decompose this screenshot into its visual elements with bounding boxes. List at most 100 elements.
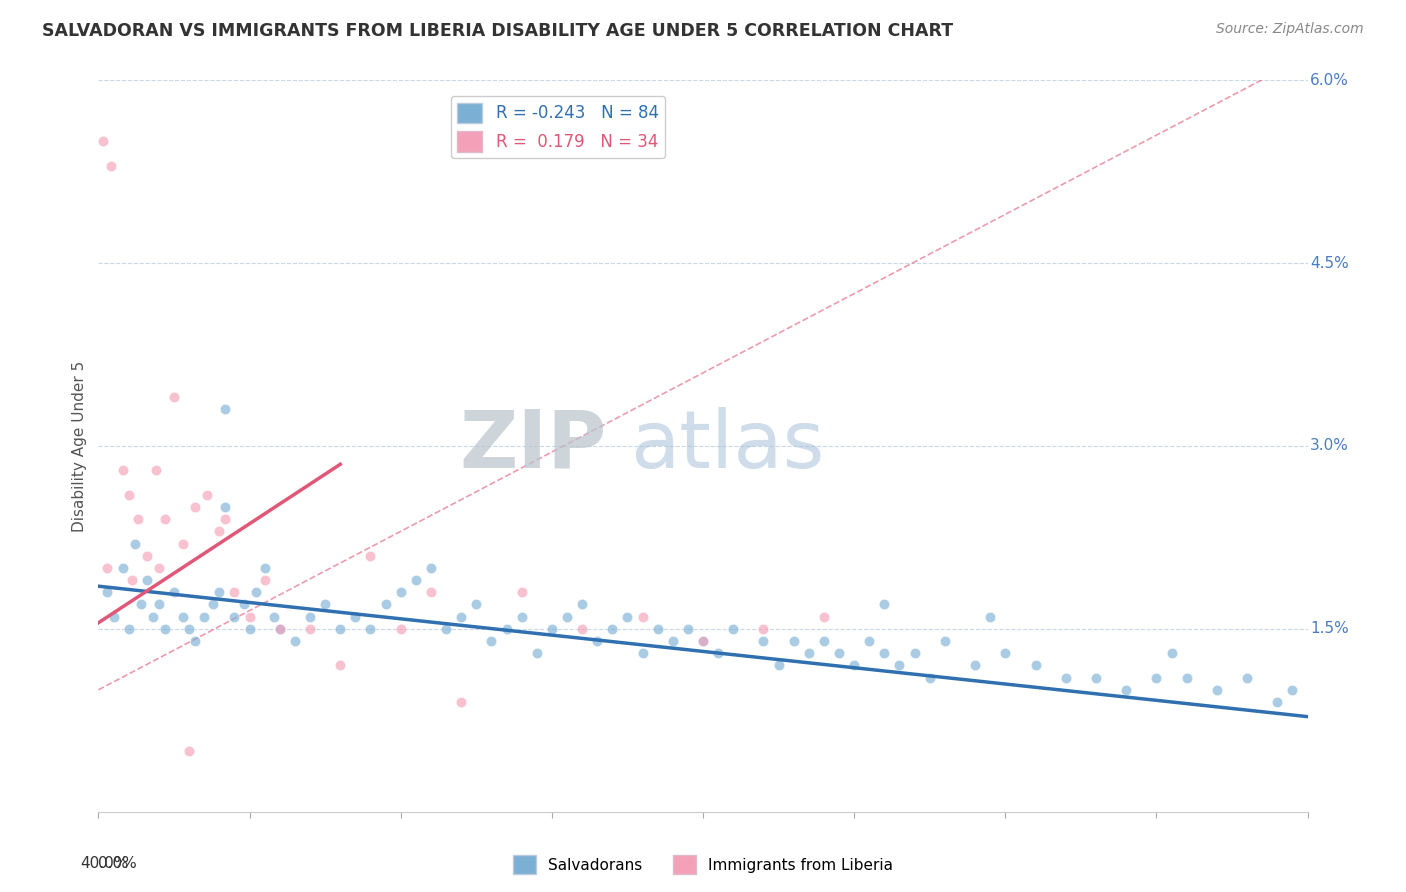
Point	[329, 658, 352, 673]
Point	[1054, 671, 1077, 685]
Point	[707, 646, 730, 660]
Point	[873, 646, 896, 660]
Point	[148, 598, 170, 612]
Point	[179, 744, 201, 758]
Point	[631, 646, 654, 660]
Point	[782, 634, 804, 648]
Point	[299, 609, 322, 624]
Point	[284, 634, 307, 648]
Point	[723, 622, 745, 636]
Legend: R = -0.243   N = 84, R =  0.179   N = 34: R = -0.243 N = 84, R = 0.179 N = 34	[450, 96, 665, 158]
Point	[1236, 671, 1258, 685]
Point	[510, 585, 533, 599]
Point	[465, 598, 488, 612]
Point	[232, 598, 254, 612]
Text: Source: ZipAtlas.com: Source: ZipAtlas.com	[1216, 22, 1364, 37]
Point	[450, 695, 472, 709]
Point	[1175, 671, 1198, 685]
Point	[172, 609, 194, 624]
Point	[184, 500, 207, 514]
Point	[752, 622, 775, 636]
Text: 40.0%: 40.0%	[80, 855, 129, 871]
Point	[208, 524, 231, 539]
Point	[389, 585, 412, 599]
Point	[934, 634, 956, 648]
Legend: Salvadorans, Immigrants from Liberia: Salvadorans, Immigrants from Liberia	[506, 849, 900, 880]
Point	[540, 622, 562, 636]
Point	[239, 609, 262, 624]
Point	[434, 622, 457, 636]
Point	[555, 609, 578, 624]
Text: atlas: atlas	[630, 407, 825, 485]
Point	[263, 609, 285, 624]
Point	[813, 634, 835, 648]
Point	[253, 573, 276, 587]
Point	[752, 634, 775, 648]
Point	[1160, 646, 1182, 660]
Point	[153, 622, 176, 636]
Text: ZIP: ZIP	[458, 407, 606, 485]
Point	[142, 609, 165, 624]
Point	[631, 609, 654, 624]
Point	[193, 609, 215, 624]
Point	[1085, 671, 1108, 685]
Point	[1144, 671, 1167, 685]
Point	[118, 488, 141, 502]
Point	[374, 598, 396, 612]
Point	[768, 658, 790, 673]
Point	[145, 463, 167, 477]
Point	[1115, 682, 1137, 697]
Point	[153, 512, 176, 526]
Point	[224, 585, 246, 599]
Point	[450, 609, 472, 624]
Point	[214, 512, 236, 526]
Point	[269, 622, 291, 636]
Point	[202, 598, 225, 612]
Point	[420, 585, 443, 599]
Point	[299, 622, 322, 636]
Point	[344, 609, 367, 624]
Point	[495, 622, 517, 636]
Point	[1267, 695, 1289, 709]
Point	[224, 609, 246, 624]
Y-axis label: Disability Age Under 5: Disability Age Under 5	[72, 360, 87, 532]
Point	[481, 634, 503, 648]
Point	[135, 549, 157, 563]
Point	[269, 622, 291, 636]
Point	[965, 658, 987, 673]
Point	[148, 561, 170, 575]
Point	[692, 634, 714, 648]
Point	[360, 622, 382, 636]
Point	[661, 634, 683, 648]
Point	[889, 658, 911, 673]
Point	[239, 622, 262, 636]
Point	[844, 658, 866, 673]
Point	[111, 463, 134, 477]
Point	[184, 634, 207, 648]
Point	[314, 598, 336, 612]
Text: 6.0%: 6.0%	[1310, 73, 1348, 87]
Point	[797, 646, 820, 660]
Point	[692, 634, 714, 648]
Point	[208, 585, 231, 599]
Point	[253, 561, 276, 575]
Point	[96, 585, 118, 599]
Point	[1281, 682, 1303, 697]
Point	[195, 488, 218, 502]
Text: 3.0%: 3.0%	[1310, 439, 1348, 453]
Point	[586, 634, 609, 648]
Point	[111, 561, 134, 575]
Point	[510, 609, 533, 624]
Point	[526, 646, 548, 660]
Point	[571, 598, 593, 612]
Point	[858, 634, 880, 648]
Point	[360, 549, 382, 563]
Point	[245, 585, 267, 599]
Point	[118, 622, 141, 636]
Point	[172, 536, 194, 550]
Point	[214, 500, 236, 514]
Text: SALVADORAN VS IMMIGRANTS FROM LIBERIA DISABILITY AGE UNDER 5 CORRELATION CHART: SALVADORAN VS IMMIGRANTS FROM LIBERIA DI…	[42, 22, 953, 40]
Point	[420, 561, 443, 575]
Point	[96, 561, 118, 575]
Point	[1206, 682, 1229, 697]
